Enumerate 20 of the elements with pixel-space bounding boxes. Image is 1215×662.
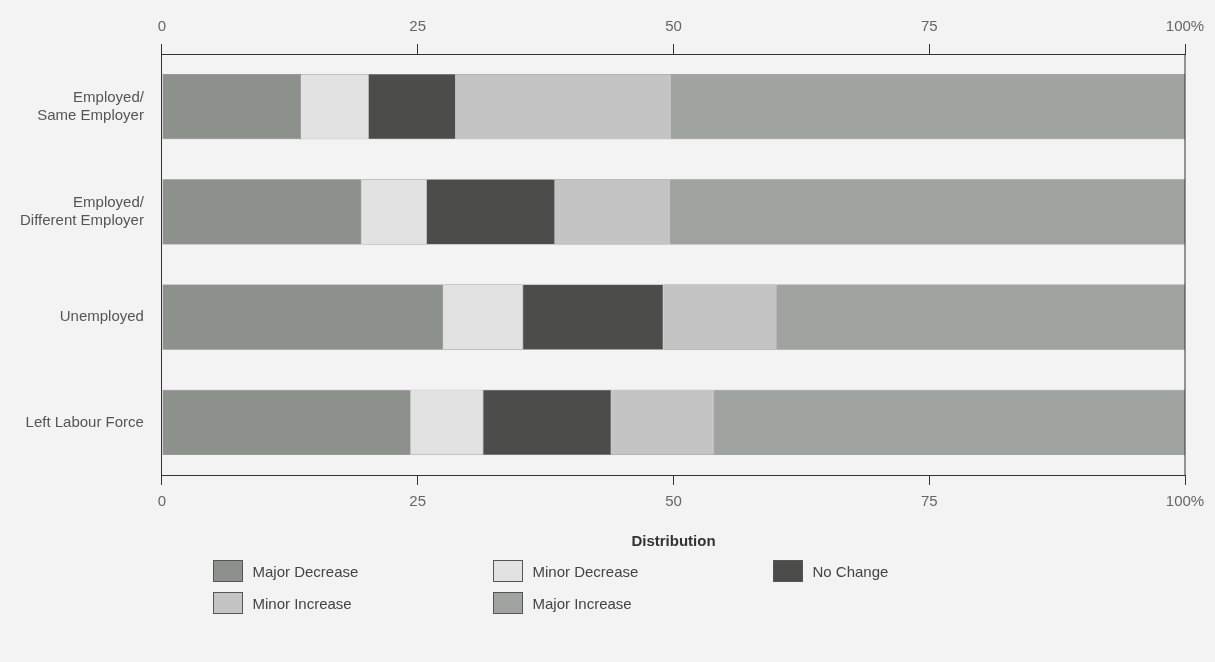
x2-tick-label: 0	[157, 17, 167, 35]
x-axis-title: Distribution	[631, 532, 716, 550]
x-tick-label: 25	[409, 492, 427, 510]
x-tick-label: 0	[157, 492, 167, 510]
y-tick-label: Unemployed	[59, 307, 144, 325]
legend-label: Minor Increase	[252, 594, 352, 612]
x-tick-label: 50	[665, 492, 682, 510]
y-tick-label: Employed/ Different Employer	[19, 193, 145, 229]
x2-tick-label: 100%	[1165, 17, 1205, 35]
legend-label: Major Increase	[532, 594, 632, 612]
legend-label: Minor Decrease	[532, 562, 639, 580]
x2-tick-label: 50	[665, 17, 682, 35]
x2-tick-label: 75	[920, 17, 938, 35]
legend-label: No Change	[812, 562, 889, 580]
x2-tick-label: 25	[409, 17, 427, 35]
y-tick-label: Left Labour Force	[25, 412, 144, 430]
x-tick-label: 100%	[1165, 492, 1205, 510]
y-tick-label: Employed/ Same Employer	[37, 87, 145, 123]
x-tick-label: 75	[920, 492, 938, 510]
legend-label: Major Decrease	[252, 562, 359, 580]
